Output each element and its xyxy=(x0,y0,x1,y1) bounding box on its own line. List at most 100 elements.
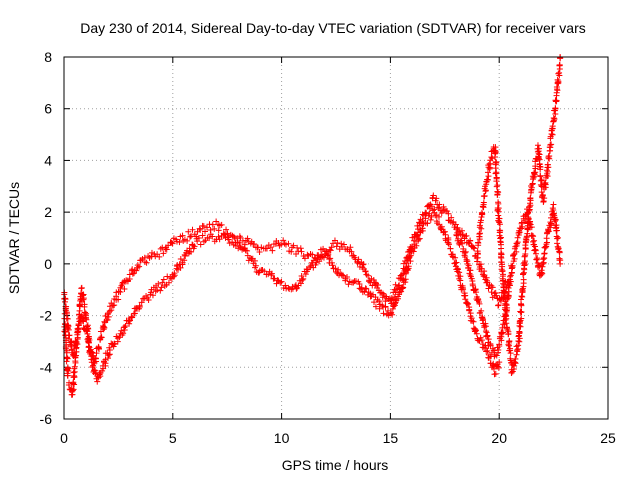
data-point xyxy=(362,268,369,275)
data-point xyxy=(508,265,515,272)
data-point xyxy=(92,355,99,362)
data-point xyxy=(535,155,542,162)
data-point xyxy=(128,313,135,320)
data-point xyxy=(428,203,435,210)
data-point xyxy=(244,235,251,242)
data-point xyxy=(529,180,536,187)
data-point xyxy=(374,282,381,289)
data-point xyxy=(380,310,387,317)
data-point xyxy=(537,166,544,173)
data-point xyxy=(473,330,480,337)
series-track-b xyxy=(61,206,503,398)
data-point xyxy=(206,235,213,242)
data-point xyxy=(459,240,466,247)
data-point xyxy=(490,365,497,372)
data-point xyxy=(553,227,560,234)
data-point xyxy=(71,381,78,388)
data-point xyxy=(388,295,395,302)
data-point xyxy=(400,284,407,291)
data-point xyxy=(493,169,500,176)
data-point xyxy=(389,311,396,318)
data-point xyxy=(520,270,527,277)
data-point xyxy=(470,318,477,325)
data-point xyxy=(209,233,216,240)
data-point xyxy=(527,218,534,225)
data-point xyxy=(415,236,422,243)
data-point xyxy=(121,285,128,292)
data-point xyxy=(495,218,502,225)
data-point xyxy=(69,391,76,398)
data-point xyxy=(98,334,105,341)
data-point xyxy=(63,358,70,365)
data-point xyxy=(340,241,347,248)
data-point xyxy=(545,153,552,160)
data-point xyxy=(370,291,377,298)
data-point xyxy=(478,210,485,217)
data-point xyxy=(363,285,370,292)
data-point xyxy=(282,282,289,289)
data-point xyxy=(462,292,469,299)
data-point xyxy=(271,275,278,282)
data-point xyxy=(476,236,483,243)
data-point xyxy=(435,213,442,220)
data-point xyxy=(325,251,332,258)
data-point xyxy=(344,273,351,280)
data-point xyxy=(111,302,118,309)
data-point xyxy=(278,278,285,285)
data-point xyxy=(410,248,417,255)
y-tick-label: 8 xyxy=(44,49,52,65)
data-point xyxy=(534,142,541,149)
y-tick-label: -4 xyxy=(40,359,53,375)
data-point xyxy=(155,280,162,287)
data-point xyxy=(105,313,112,320)
data-point xyxy=(157,287,164,294)
data-point xyxy=(493,183,500,190)
data-point xyxy=(160,276,167,283)
data-point xyxy=(475,240,482,247)
data-point xyxy=(550,117,557,124)
data-point xyxy=(492,170,499,177)
data-point xyxy=(438,223,445,230)
data-point xyxy=(191,243,198,250)
data-point xyxy=(433,195,440,202)
data-point xyxy=(88,359,95,366)
data-point xyxy=(145,296,152,303)
data-point xyxy=(61,310,68,317)
y-tick-label: -2 xyxy=(40,308,53,324)
data-point xyxy=(186,233,193,240)
data-point xyxy=(244,247,251,254)
data-point xyxy=(553,233,560,240)
data-point xyxy=(452,254,459,261)
data-point xyxy=(179,232,186,239)
y-tick-label: -6 xyxy=(40,411,53,427)
data-point xyxy=(447,245,454,252)
data-point xyxy=(489,284,496,291)
data-point xyxy=(129,266,136,273)
data-point xyxy=(285,240,292,247)
data-point xyxy=(62,296,69,303)
data-point xyxy=(62,321,69,328)
data-point xyxy=(327,247,334,254)
data-point xyxy=(549,125,556,132)
data-point xyxy=(539,270,546,277)
data-point xyxy=(453,259,460,266)
x-tick-label: 10 xyxy=(274,430,290,446)
data-point xyxy=(382,304,389,311)
data-point xyxy=(517,308,524,315)
data-point xyxy=(71,363,78,370)
data-point xyxy=(478,337,485,344)
data-point xyxy=(333,243,340,250)
data-point xyxy=(126,275,133,282)
data-point xyxy=(465,300,472,307)
data-point xyxy=(501,321,508,328)
data-point xyxy=(230,233,237,240)
data-point xyxy=(478,307,485,314)
data-point xyxy=(528,187,535,194)
data-point xyxy=(494,191,501,198)
data-point xyxy=(529,238,536,245)
data-point xyxy=(495,347,502,354)
data-point xyxy=(555,78,562,85)
data-point xyxy=(94,378,101,385)
data-point xyxy=(71,372,78,379)
data-point xyxy=(509,262,516,269)
